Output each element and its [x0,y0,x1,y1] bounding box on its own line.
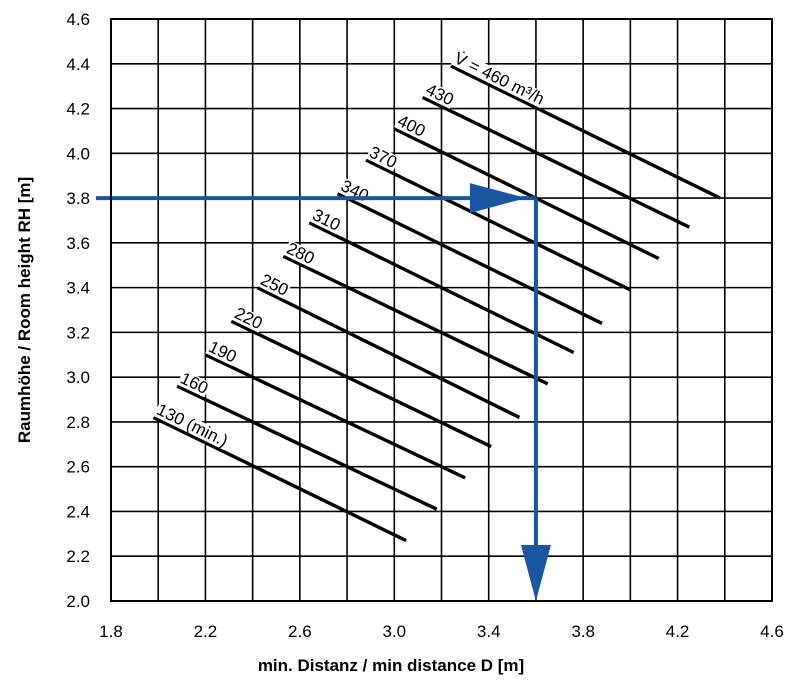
x-tick-label: 2.6 [288,622,312,641]
example-path [96,183,551,601]
y-tick-label: 2.0 [66,592,90,611]
series-line [393,127,660,261]
y-tick-label: 4.0 [66,144,90,163]
series-label-background [309,206,344,235]
y-tick-label: 3.4 [66,279,90,298]
series-label-background [257,271,292,300]
series-lines [152,64,721,543]
example-arrowhead-down [520,545,551,601]
series-label: 310 [310,205,344,235]
series-label-background [205,338,240,367]
y-axis-title: Raumhöhe / Room height RH [m] [15,177,34,443]
series-label-background [422,81,457,109]
y-tick-label: 4.4 [66,55,90,74]
series-line [282,254,549,386]
series-label-background [365,143,401,172]
series-line [152,415,407,543]
y-tick-label: 2.4 [66,502,90,521]
series-label: 340 [338,176,372,206]
series-label-background [283,240,318,268]
x-tick-label: 4.2 [666,622,690,641]
y-tick-label: 4.2 [66,100,90,119]
series-line [256,286,521,419]
series-label-background [450,49,548,109]
x-tick-label: 3.4 [477,622,501,641]
series-line [336,192,603,325]
example-arrowhead-right [469,183,526,214]
series-label-background [153,401,231,451]
series-line [450,64,721,200]
series-label: V̇ = 460 m³/h [451,49,547,109]
y-tick-label: 3.2 [66,323,90,342]
series-line [308,221,575,355]
series-line [230,319,492,449]
y-tick-label: 4.6 [66,10,90,29]
x-tick-label: 4.6 [760,622,784,641]
x-tick-label: 3.0 [382,622,406,641]
y-tick-label: 2.6 [66,458,90,477]
x-tick-label: 3.8 [571,622,595,641]
series-line [176,384,438,511]
series-label: 250 [258,270,292,300]
series-line [365,158,632,292]
x-tick-label: 2.2 [194,622,218,641]
y-tick-label: 3.8 [66,189,90,208]
x-tick-labels: 1.8 2.2 2.6 3.0 3.4 3.8 4.2 4.6 [99,622,784,641]
series-label-background [394,112,429,141]
y-tick-labels: 2.0 2.2 2.4 2.6 2.8 3.0 3.2 3.4 3.6 3.8 4.0 4.2 4.4 4… [66,10,90,611]
y-tick-label: 3.6 [66,234,90,253]
plot-frame [110,18,773,602]
series-line [421,95,691,229]
x-tick-label: 1.8 [99,622,123,641]
y-tick-label: 2.2 [66,547,90,566]
x-axis-title: min. Distanz / min distance D [m] [258,656,524,675]
series-label-background [231,305,266,333]
series-line [204,353,466,480]
series-label-background [176,369,212,398]
series-label: 400 [395,111,429,141]
y-tick-label: 2.8 [66,413,90,432]
y-tick-label: 3.0 [66,368,90,387]
plot-border [110,18,773,602]
